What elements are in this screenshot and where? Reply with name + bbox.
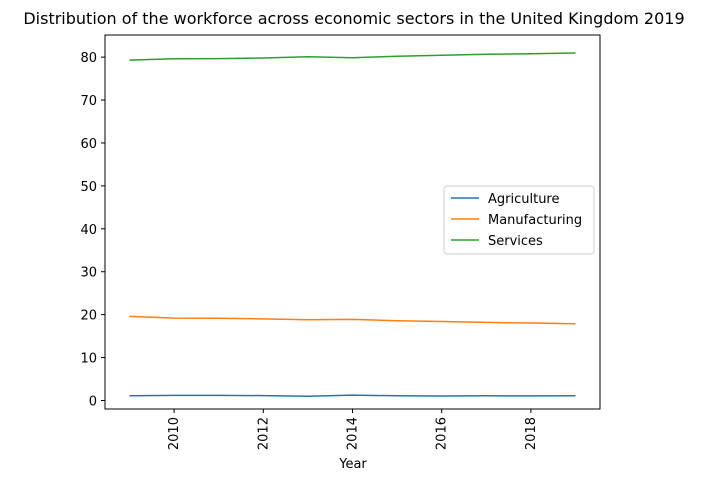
y-tick-label: 40: [80, 223, 97, 238]
y-tick-label: 0: [89, 395, 97, 410]
y-tick-label: 70: [80, 94, 97, 109]
x-tick-label: 2010: [167, 417, 182, 450]
chart-title: Distribution of the workforce across eco…: [23, 9, 684, 28]
series-lines: [129, 52, 576, 397]
series-line-manufacturing: [129, 315, 576, 325]
legend-label-services: Services: [488, 234, 543, 249]
legend-box: [443, 185, 595, 255]
y-tick-label: 80: [80, 51, 97, 66]
series-line-agriculture: [129, 394, 576, 397]
y-axis: 0 10 20 30 40 50 60 70 80: [80, 51, 105, 410]
x-axis: 2010 2012 2014 2016 2018: [167, 409, 539, 450]
y-tick-label: 30: [80, 266, 97, 281]
series-line-services: [129, 52, 576, 61]
legend-label-manufacturing: Manufacturing: [488, 213, 582, 228]
y-tick-label: 60: [80, 137, 97, 152]
legend-label-agriculture: Agriculture: [488, 192, 560, 207]
x-tick-label: 2014: [346, 417, 361, 450]
y-tick-label: 10: [80, 352, 97, 367]
y-tick-label: 50: [80, 180, 97, 195]
legend: Agriculture Manufacturing Services: [443, 185, 595, 255]
x-axis-label: Year: [338, 457, 367, 472]
plot-area: 2010 2012 2014 2016 2018 0 10 20 30 40 50 60 70 80: [80, 34, 601, 450]
x-tick-label: 2012: [256, 417, 271, 450]
y-tick-label: 20: [80, 309, 97, 324]
x-tick-label: 2018: [524, 417, 539, 450]
x-tick-label: 2016: [435, 417, 450, 450]
